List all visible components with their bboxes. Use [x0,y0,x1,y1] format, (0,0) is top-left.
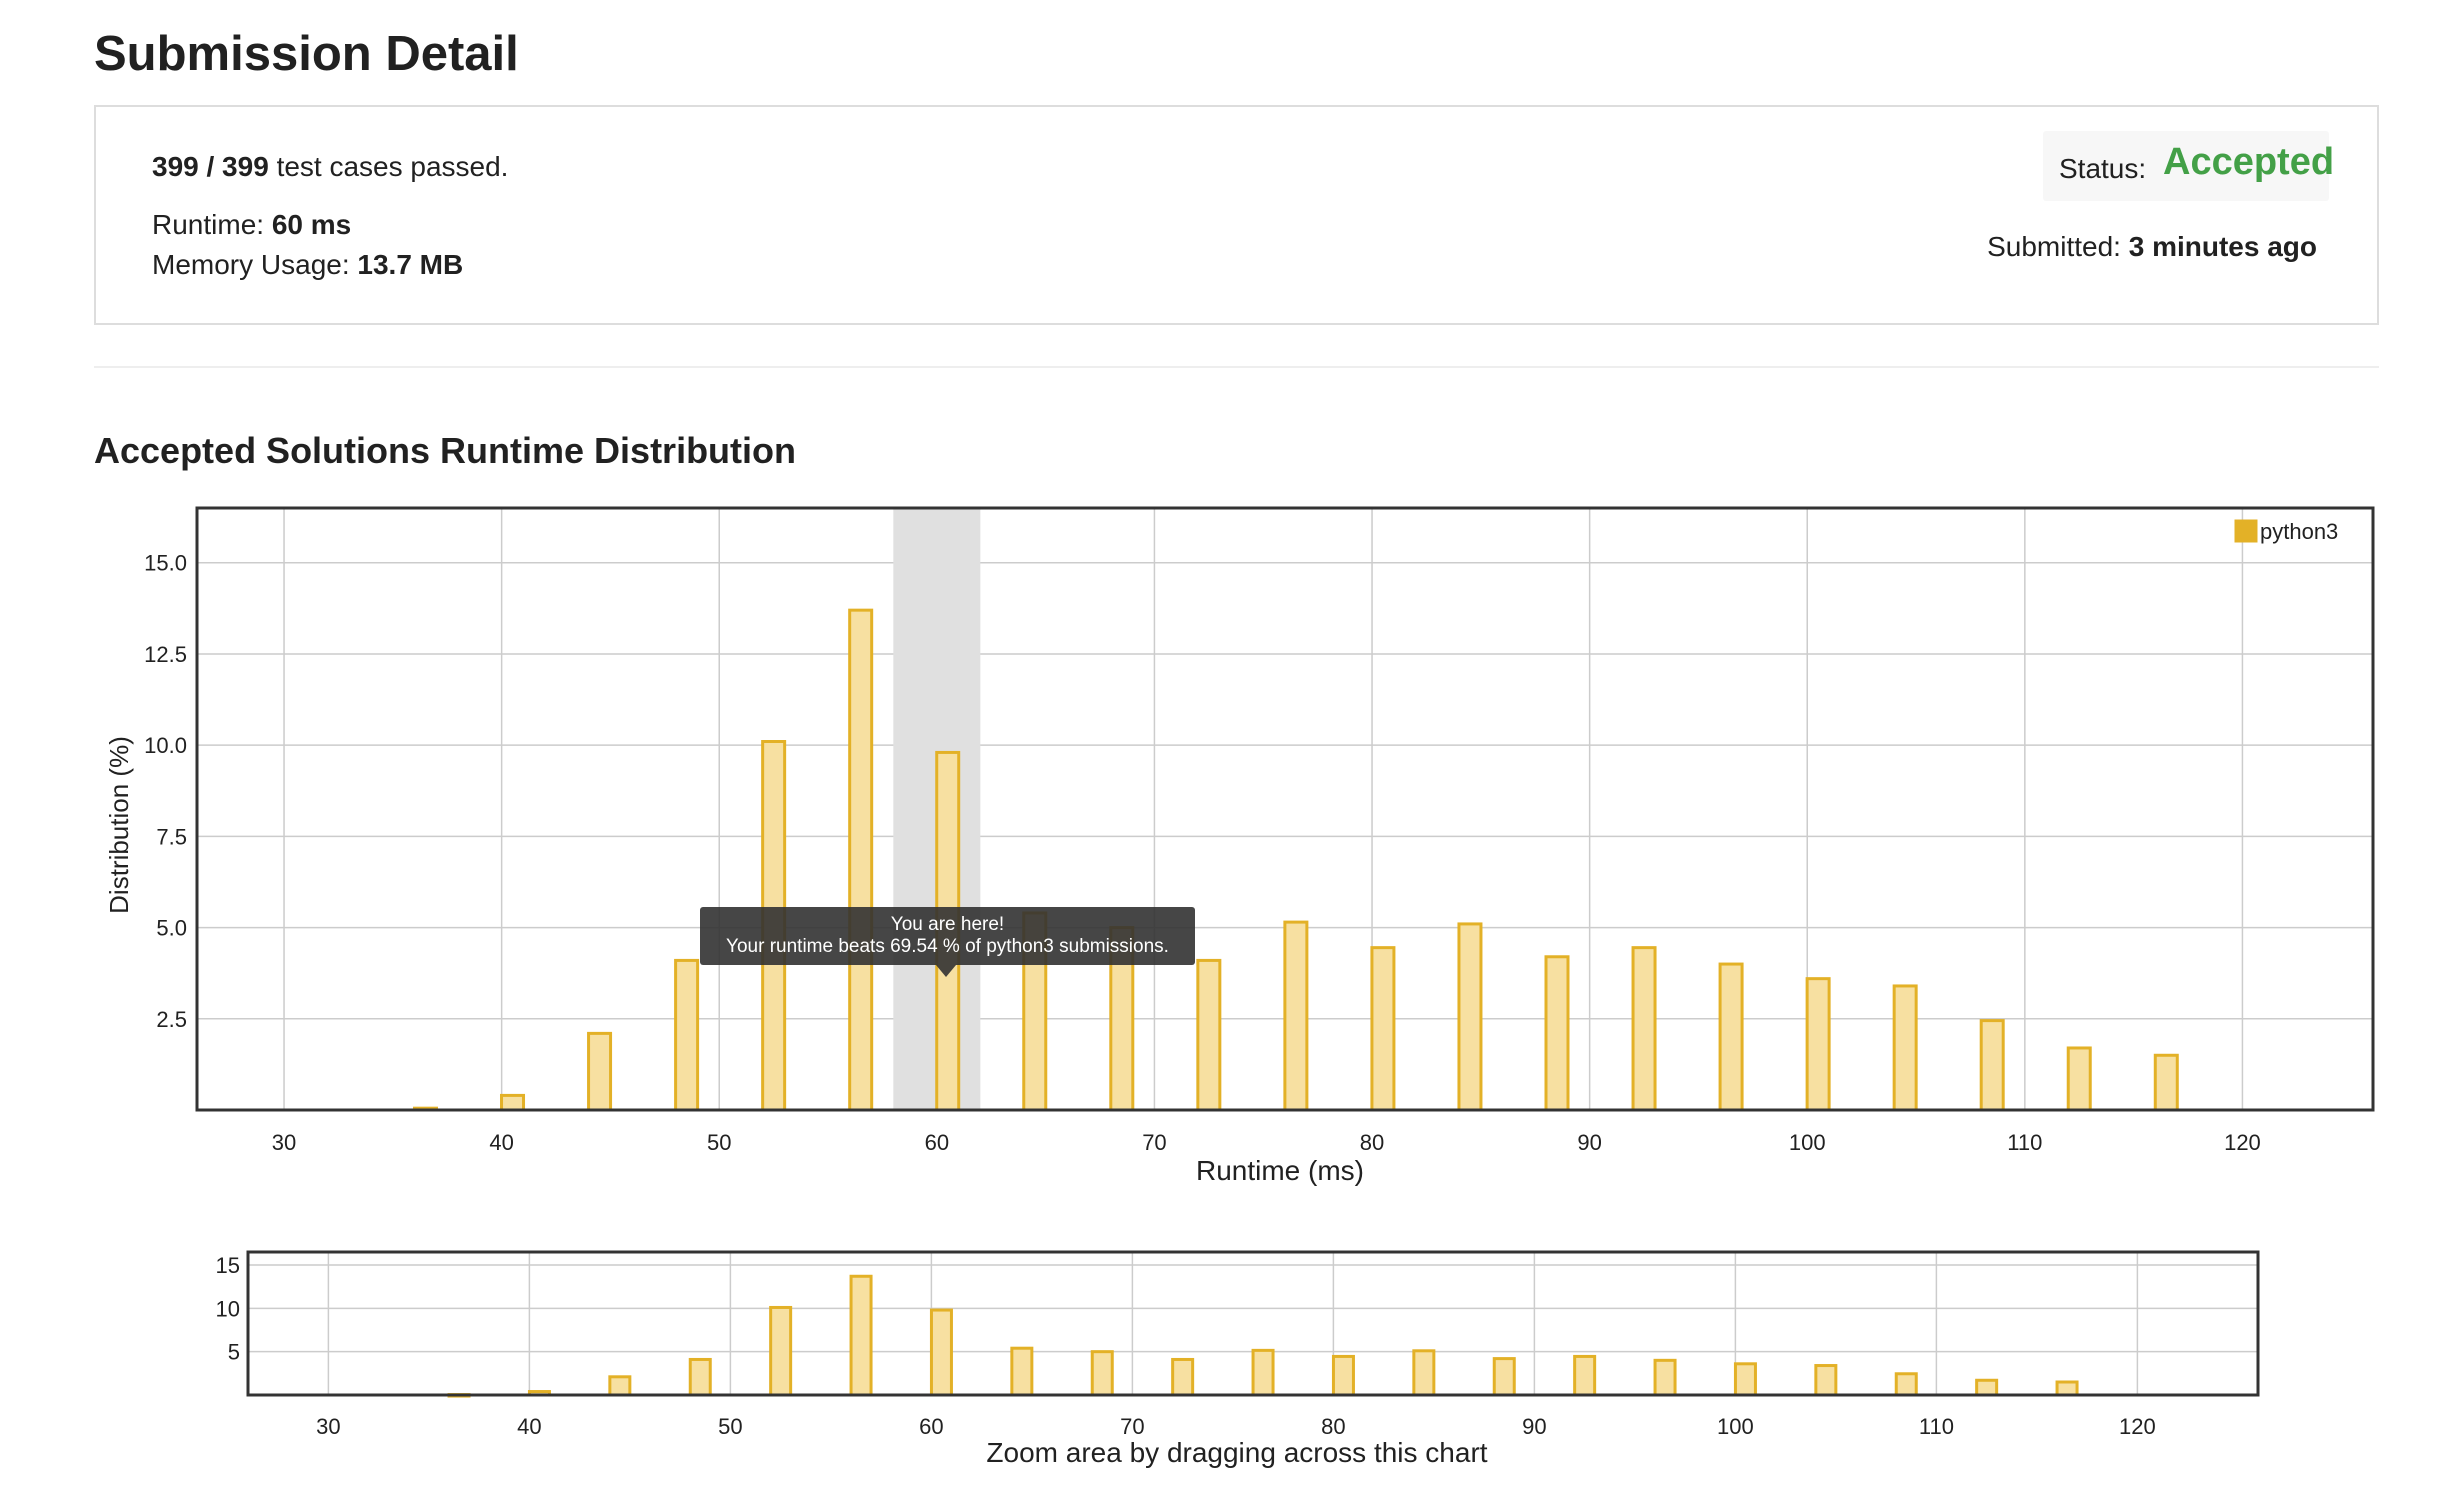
nav-bar-92.5 [1573,1354,1597,1397]
bar-92.5[interactable] [1631,946,1657,1112]
nav-x-tick-label: 40 [517,1414,541,1439]
memory-summary: Memory Usage: 13.7 MB [152,249,463,281]
bar-96.5[interactable] [1718,962,1744,1112]
runtime-distribution-chart[interactable]: 30 40 50 60 70 80 90 100 110 120 2.5 5.0 7.5 10.0 12.5… [0,480,2462,1200]
x-tick-label: 30 [272,1130,296,1155]
nav-bar-60.5 [929,1308,953,1397]
tooltip-line-2: Your runtime beats 69.54 % of python3 su… [726,936,1169,957]
nav-bar-108.5 [1894,1372,1918,1397]
x-tick-label: 60 [925,1130,949,1155]
y-tick-label: 2.5 [156,1007,187,1032]
nav-bar-84.5 [1412,1349,1436,1397]
test-cases-count: 399 / 399 [152,151,269,182]
bar-100.5[interactable] [1805,977,1831,1112]
bar-56.5[interactable] [848,608,874,1112]
nav-bar-52.5 [769,1305,793,1397]
bar-116.5[interactable] [2153,1053,2179,1112]
navigator-caption: Zoom area by dragging across this chart [986,1437,1487,1468]
nav-bar-72.5 [1171,1357,1195,1397]
bar-112.5[interactable] [2066,1046,2092,1112]
nav-x-tick-label: 100 [1717,1414,1754,1439]
nav-bar-80.5 [1331,1354,1355,1397]
y-tick-label: 15.0 [144,551,187,576]
nav-x-tick-label: 90 [1522,1414,1546,1439]
x-tick-label: 80 [1360,1130,1384,1155]
page-title: Submission Detail [94,27,519,81]
x-tick-label: 90 [1577,1130,1601,1155]
bar-84.5[interactable] [1457,922,1483,1112]
runtime-summary: Runtime: 60 ms [152,209,351,241]
y-axis-label: Distribution (%) [104,736,134,914]
nav-x-tick-label: 30 [316,1414,340,1439]
x-tick-label: 100 [1789,1130,1826,1155]
runtime-value: 60 ms [271,209,352,240]
legend-label-python3[interactable]: python3 [2260,519,2338,544]
bar-72.5[interactable] [1196,958,1222,1112]
nav-bar-88.5 [1492,1357,1516,1397]
nav-x-tick-label: 80 [1321,1414,1345,1439]
test-cases-suffix: test cases passed. [276,151,509,182]
tooltip-line-1: You are here! [890,914,1005,935]
bar-108.5[interactable] [1979,1019,2005,1112]
runtime-label: Runtime: [152,209,265,240]
nav-y-tick-label: 5 [228,1340,240,1365]
legend-swatch-python3 [2234,519,2258,543]
bar-44.5[interactable] [587,1031,613,1112]
nav-bar-96.5 [1653,1358,1677,1397]
nav-bar-44.5 [608,1375,632,1397]
navigator-frame [246,1250,2260,1397]
chart-frame [195,506,2375,1112]
bar-88.5[interactable] [1544,955,1570,1112]
x-tick-label: 120 [2224,1130,2261,1155]
x-tick-label: 40 [489,1130,513,1155]
test-cases-summary: 399 / 399 test cases passed. [152,151,508,183]
nav-y-tick-label: 15 [216,1253,240,1278]
nav-bar-56.5 [849,1274,873,1397]
x-tick-label: 70 [1142,1130,1166,1155]
nav-bar-100.5 [1733,1362,1757,1397]
bar-76.5[interactable] [1283,920,1309,1112]
nav-x-tick-label: 50 [718,1414,742,1439]
y-tick-label: 5.0 [156,916,187,941]
nav-x-tick-label: 70 [1120,1414,1144,1439]
bar-80.5[interactable] [1370,946,1396,1112]
nav-bar-112.5 [1975,1378,1999,1397]
x-tick-label: 110 [2007,1130,2042,1155]
nav-y-tick-label: 10 [216,1296,240,1321]
status-label: Status: [2059,153,2147,184]
submitted-label: Submitted: [1987,231,2121,262]
nav-bar-68.5 [1090,1350,1114,1397]
x-tick-label: 50 [707,1130,731,1155]
chart-legend[interactable]: python3 [2234,519,2338,544]
nav-x-tick-label: 60 [919,1414,943,1439]
submission-summary-panel: 399 / 399 test cases passed. Runtime: 60… [94,105,2379,325]
zoom-navigator-chart[interactable]: 30 40 50 60 70 80 90 100 110 120 5 10 15 Zoom area b… [0,1225,2462,1485]
y-tick-label: 12.5 [144,642,187,667]
section-title: Accepted Solutions Runtime Distribution [94,430,797,471]
runtime-tooltip: You are here! Your runtime beats 69.54 %… [700,907,1195,965]
nav-bar-48.5 [688,1357,712,1397]
bar-48.5[interactable] [674,958,700,1112]
y-tick-label: 7.5 [156,824,187,849]
nav-bar-104.5 [1814,1364,1838,1397]
x-axis-label: Runtime (ms) [1196,1155,1364,1186]
nav-bar-64.5 [1010,1346,1034,1397]
tooltip-arrow [936,965,956,977]
nav-bar-76.5 [1251,1348,1275,1397]
nav-x-tick-label: 120 [2119,1414,2156,1439]
submitted-summary: Submitted: 3 minutes ago [1987,231,2317,263]
submitted-value: 3 minutes ago [2128,231,2317,262]
nav-bar-116.5 [2055,1380,2079,1397]
section-divider [94,366,2379,368]
status-box: Status: Accepted [2043,131,2334,201]
memory-value: 13.7 MB [357,249,464,280]
memory-label: Memory Usage: [152,249,350,280]
bar-40.5[interactable] [500,1093,526,1112]
bar-104.5[interactable] [1892,984,1918,1112]
y-tick-label: 10.0 [144,733,187,758]
nav-x-tick-label: 110 [1919,1414,1954,1439]
status-value[interactable]: Accepted [2163,141,2335,183]
